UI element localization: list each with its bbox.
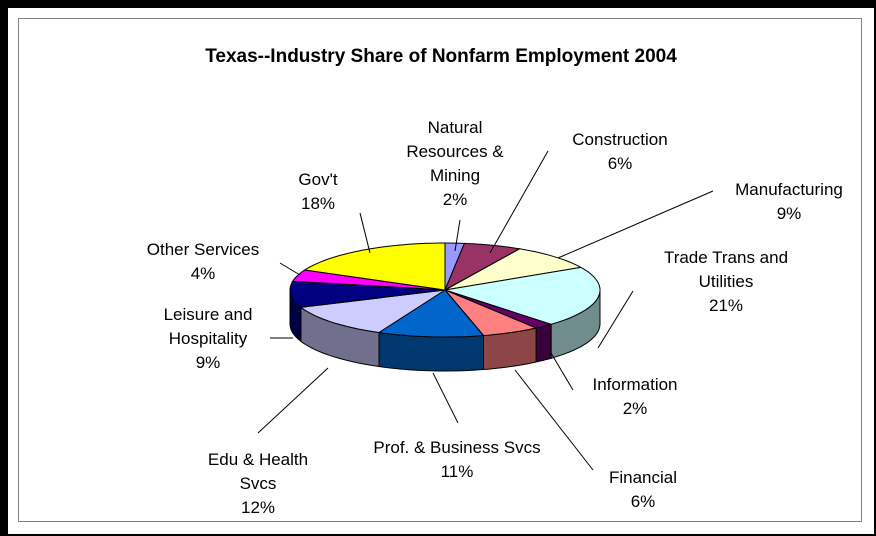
category-label: Prof. & Business Svcs — [373, 438, 541, 457]
leader-line — [454, 219, 461, 252]
category-label: Trade Trans and Utilities — [663, 248, 789, 291]
data-label: Construction 6% — [550, 128, 690, 176]
leader-line — [557, 190, 714, 259]
data-label: Other Services 4% — [118, 238, 288, 286]
leader-line — [279, 262, 301, 276]
data-label: Natural Resources & Mining 2% — [395, 116, 515, 212]
leader-line — [489, 150, 549, 254]
value-label: 18% — [300, 194, 336, 213]
value-label: 6% — [630, 492, 656, 511]
value-label: 9% — [776, 204, 802, 223]
slice — [444, 289, 538, 337]
slice — [377, 289, 485, 338]
leader-line — [550, 352, 574, 391]
plot-area — [18, 18, 862, 522]
data-label: Financial 6% — [588, 466, 698, 514]
value-label: 4% — [190, 264, 216, 283]
data-label: Trade Trans and Utilities 21% — [641, 246, 811, 318]
leader-line — [257, 367, 329, 434]
value-label: 12% — [240, 498, 276, 517]
leader-line — [597, 290, 634, 349]
data-label: Gov't 18% — [268, 168, 368, 216]
leader-line — [359, 212, 371, 254]
chart-title: Texas--Industry Share of Nonfarm Employm… — [205, 46, 677, 67]
category-label: Financial — [608, 468, 678, 487]
slice — [303, 242, 446, 291]
data-label: Edu & Health Svcs 12% — [188, 448, 328, 520]
pie-chart — [257, 150, 714, 471]
data-label: Manufacturing 9% — [714, 178, 864, 226]
value-label: 2% — [622, 399, 648, 418]
slice — [299, 289, 446, 334]
category-label: Edu & Health Svcs — [207, 450, 309, 493]
value-label: 9% — [195, 353, 221, 372]
category-label: Natural Resources & Mining — [406, 118, 504, 185]
leader-line — [514, 369, 594, 471]
slice-side — [535, 323, 552, 363]
slice — [289, 280, 446, 308]
data-label: Information 2% — [575, 373, 695, 421]
category-label: Manufacturing — [735, 180, 843, 199]
slice-side — [378, 331, 484, 372]
slice — [444, 266, 601, 325]
category-label: Gov't — [298, 170, 338, 189]
value-label: 6% — [607, 154, 633, 173]
value-label: 2% — [442, 190, 468, 209]
category-label: Other Services — [146, 240, 260, 259]
slice — [444, 248, 583, 291]
value-label: 11% — [440, 462, 474, 481]
data-label: Prof. & Business Svcs 11% — [372, 436, 542, 484]
value-label: 21% — [708, 296, 744, 315]
slice — [443, 242, 522, 292]
category-label: Construction — [572, 130, 668, 149]
category-label: Information — [592, 375, 678, 394]
data-label: Leisure and Hospitality 9% — [143, 303, 273, 375]
category-label: Leisure and Hospitality — [163, 305, 253, 348]
leader-line — [432, 372, 459, 424]
